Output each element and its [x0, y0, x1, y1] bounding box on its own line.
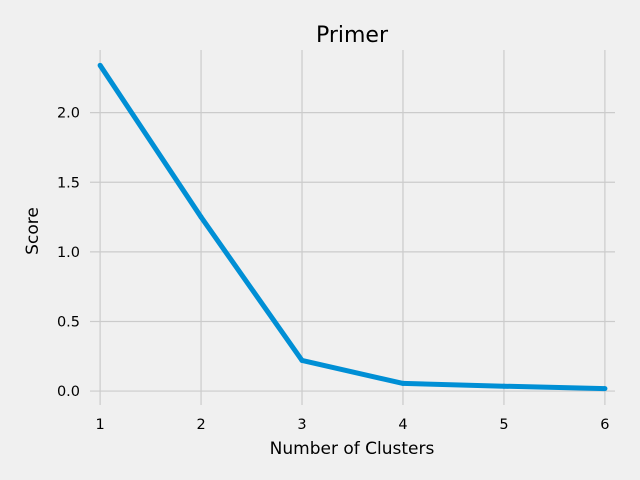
y-tick-label: 0.0: [57, 384, 80, 400]
x-tick-label: 4: [398, 417, 407, 433]
y-tick-label: 1.5: [57, 175, 80, 191]
chart-title: Primer: [316, 23, 389, 48]
data-point: [400, 380, 406, 386]
series-line: [98, 63, 605, 392]
data-point: [97, 62, 103, 68]
y-tick-label: 2.0: [57, 106, 80, 122]
x-axis-label: Number of Clusters: [270, 439, 435, 459]
x-tick-label: 2: [196, 417, 205, 433]
data-point: [299, 357, 305, 363]
ticks-group: 1 2 3 4 5 6 0.0 0.5 1.0 1.5 2.0: [57, 106, 610, 433]
x-tick-label: 6: [600, 417, 609, 433]
x-tick-label: 5: [499, 417, 508, 433]
y-tick-label: 0.5: [57, 314, 80, 330]
x-tick-label: 1: [95, 417, 104, 433]
data-point: [501, 383, 507, 389]
x-tick-label: 3: [297, 417, 306, 433]
grid: [90, 50, 615, 405]
series-group: [97, 62, 608, 392]
data-point: [602, 386, 608, 392]
y-axis-label: Score: [23, 207, 43, 255]
data-point: [198, 214, 204, 220]
y-tick-label: 1.0: [57, 245, 80, 261]
